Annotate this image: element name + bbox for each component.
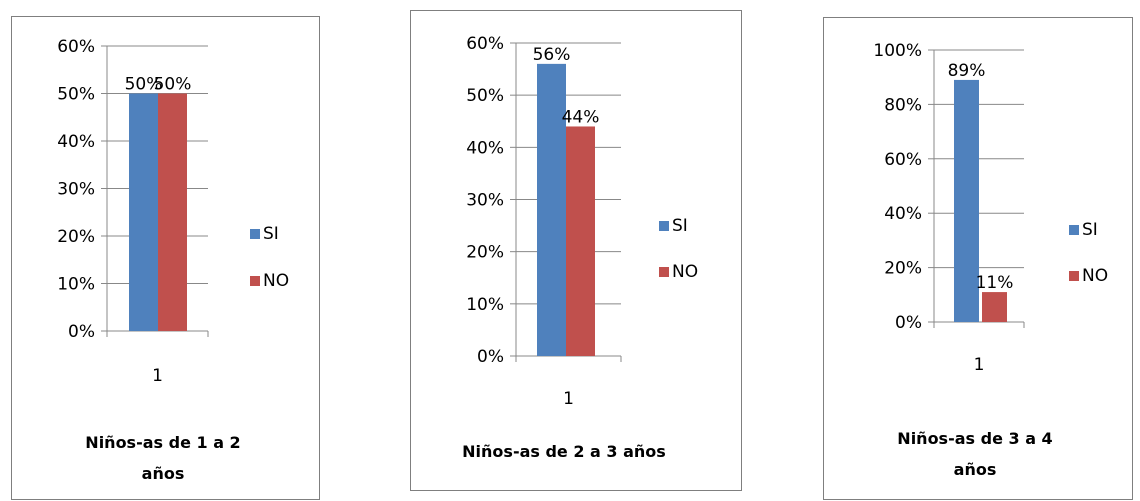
bar-no: [566, 126, 595, 356]
chart-title: años: [954, 460, 997, 479]
y-tick-label: 20%: [466, 243, 504, 263]
legend-swatch-si: [250, 229, 260, 239]
legend-swatch-si: [1069, 225, 1079, 235]
legend-label-si: SI: [672, 216, 688, 236]
data-label-no: 11%: [976, 273, 1014, 293]
legend-label-si: SI: [1082, 220, 1098, 240]
chart-svg: 0% 10% 20% 30% 40% 50% 60% 56% 44% 1 SI NO Niños-as …: [462, 34, 698, 461]
y-tick-label: 10%: [57, 275, 95, 295]
y-tick-label: 60%: [57, 37, 95, 57]
y-tick-label: 80%: [884, 95, 922, 115]
bar-si: [129, 93, 158, 331]
y-tick-label: 60%: [466, 34, 504, 54]
chart-panel-1-2-years: 0% 10% 20% 30% 40% 50% 60% 50% 50% 1 SI NO Niños-as …: [11, 16, 320, 500]
data-label-si: 89%: [948, 61, 986, 81]
legend-label-no: NO: [672, 262, 698, 282]
y-tick-label: 0%: [477, 347, 504, 367]
bar-no: [982, 292, 1007, 322]
y-tick-label: 30%: [466, 191, 504, 211]
legend-swatch-no: [1069, 271, 1079, 281]
bar-si: [537, 63, 566, 356]
legend-swatch-si: [659, 221, 669, 231]
data-label-si: 50%: [125, 75, 163, 95]
chart-svg: 0%10%20%30%40%50%60%50%50%1SINONiños-as …: [57, 37, 289, 483]
chart-title: Niños-as de 3 a 4: [897, 429, 1052, 448]
y-tick-label: 40%: [466, 138, 504, 158]
chart-panel-2-3-years: 0% 10% 20% 30% 40% 50% 60% 56% 44% 1 SI NO Niños-as …: [410, 10, 742, 491]
y-tick-label: 100%: [873, 41, 922, 61]
legend-label-no: NO: [263, 271, 289, 291]
x-category-label: 1: [152, 366, 163, 386]
chart-title: Niños-as de 1 a 2: [85, 433, 240, 452]
y-tick-label: 60%: [884, 150, 922, 170]
x-category-label: 1: [974, 355, 985, 375]
chart-panel-3-4-years: 0% 20% 40% 60% 80% 100% 89% 11% 1 SI NO Niños-as de…: [823, 17, 1133, 500]
y-tick-label: 40%: [57, 132, 95, 152]
y-tick-label: 20%: [57, 227, 95, 247]
chart-title: Niños-as de 2 a 3 años: [462, 442, 666, 461]
y-tick-label: 40%: [884, 204, 922, 224]
y-tick-label: 20%: [884, 259, 922, 279]
y-tick-label: 50%: [57, 85, 95, 105]
legend-label-si: SI: [263, 224, 279, 244]
chart-svg: 0% 20% 40% 60% 80% 100% 89% 11% 1 SI NO Niños-as de…: [873, 41, 1108, 479]
data-label-no: 50%: [154, 75, 192, 95]
y-tick-label: 30%: [57, 180, 95, 200]
y-tick-label: 0%: [895, 313, 922, 333]
bar-no: [158, 93, 187, 331]
bar-si: [954, 79, 979, 322]
legend-label-no: NO: [1082, 266, 1108, 286]
legend-swatch-no: [250, 276, 260, 286]
data-label-no: 44%: [562, 107, 600, 127]
legend-swatch-no: [659, 267, 669, 277]
x-category-label: 1: [563, 389, 574, 409]
y-tick-label: 50%: [466, 86, 504, 106]
chart-title: años: [142, 464, 185, 483]
y-tick-label: 10%: [466, 295, 504, 315]
data-label-si: 56%: [533, 45, 571, 65]
y-tick-label: 0%: [68, 322, 95, 342]
